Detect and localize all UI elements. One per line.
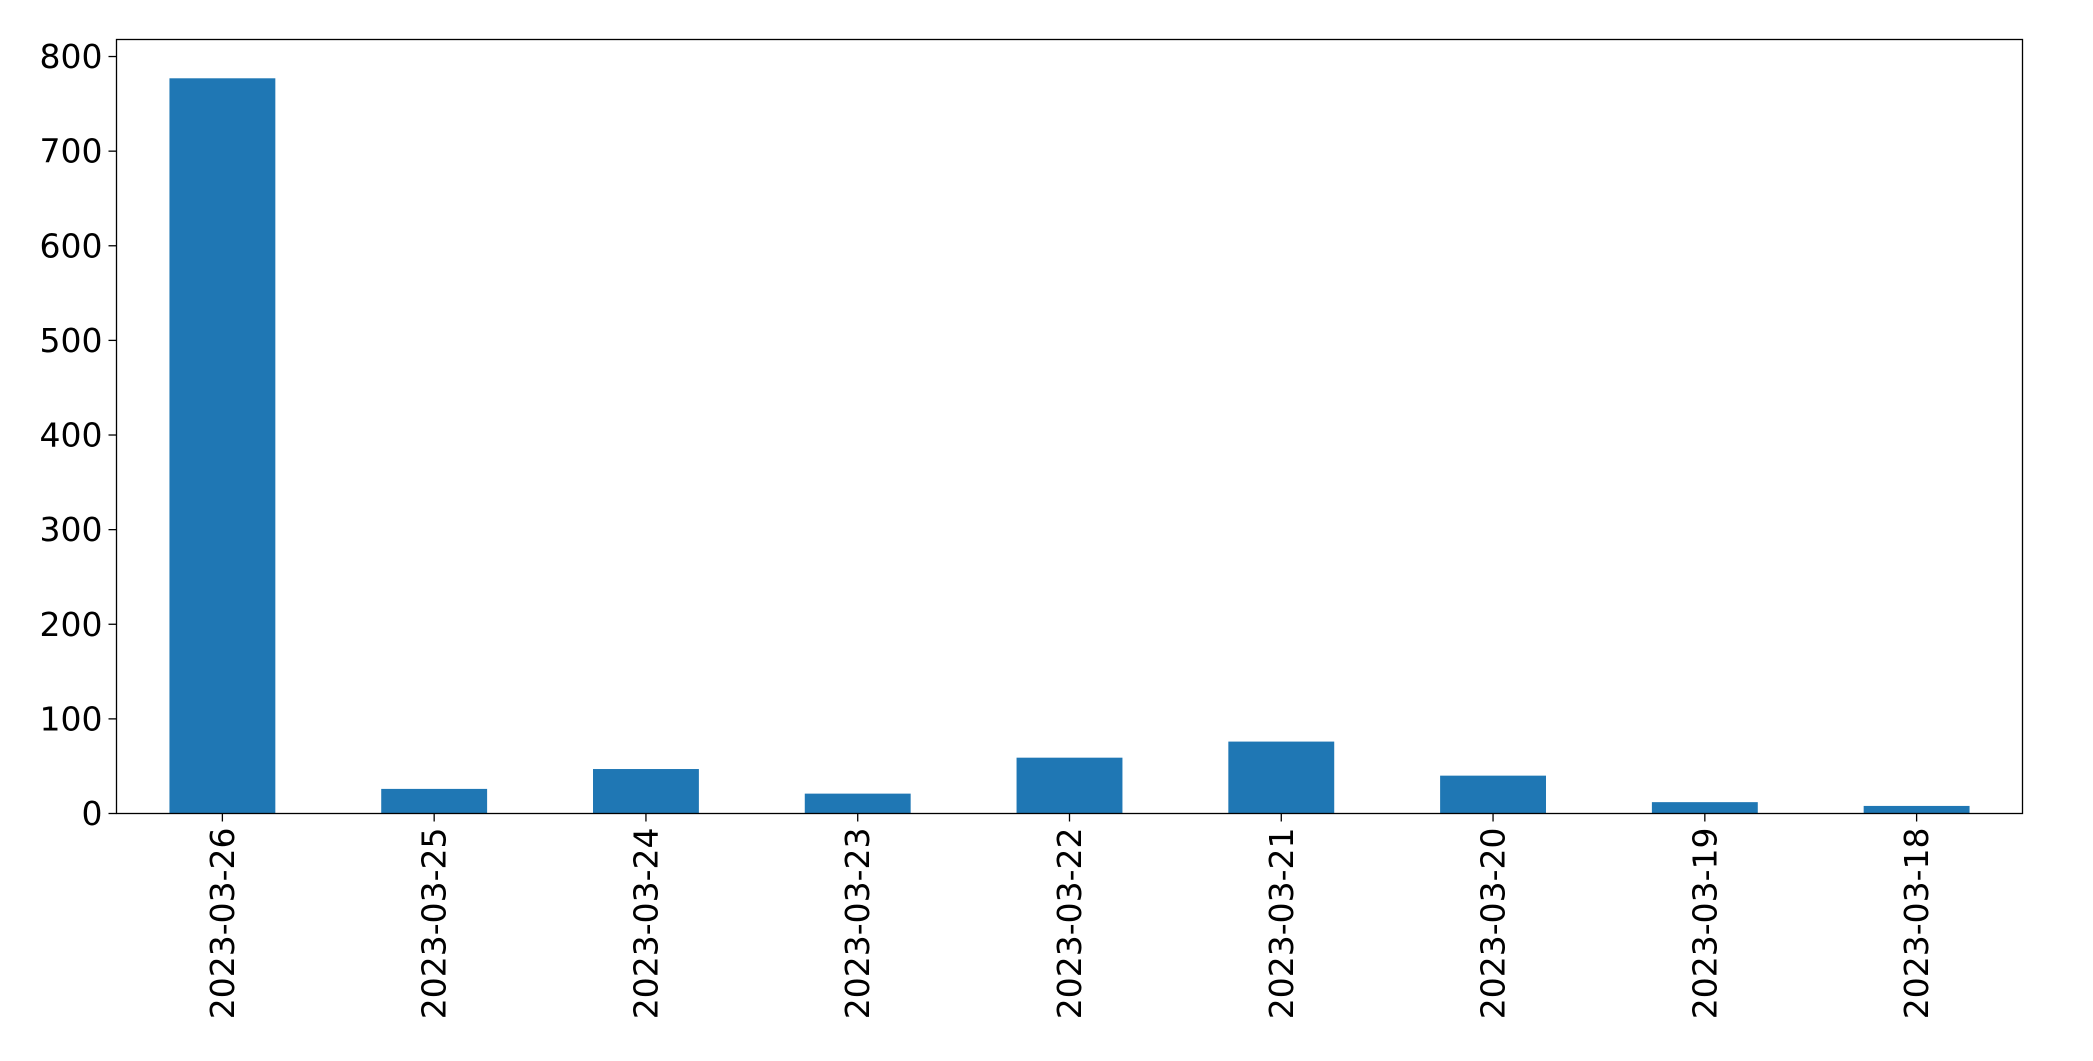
bars-group	[169, 78, 1970, 814]
x-tick-label-2023-03-18: 2023-03-18	[1897, 828, 1936, 1020]
y-tick-label-500: 500	[40, 321, 103, 360]
bar-2023-03-24	[593, 769, 699, 814]
bar-2023-03-26	[169, 78, 276, 814]
bar-2023-03-23	[804, 793, 911, 814]
x-tick-label-2023-03-25: 2023-03-25	[415, 828, 454, 1020]
x-tick-label-2023-03-20: 2023-03-20	[1474, 828, 1513, 1020]
x-tick-label-2023-03-19: 2023-03-19	[1685, 828, 1724, 1020]
y-tick-label-0: 0	[82, 794, 103, 833]
bar-2023-03-25	[381, 788, 488, 814]
y-tick-label-400: 400	[40, 416, 103, 455]
bar-2023-03-19	[1651, 802, 1758, 814]
y-tick-label-300: 300	[40, 510, 103, 549]
bar-2023-03-18	[1863, 805, 1970, 814]
x-tick-label-2023-03-26: 2023-03-26	[203, 828, 242, 1020]
bar-2023-03-22	[1016, 757, 1123, 814]
bar-2023-03-20	[1440, 775, 1546, 814]
plot-frame	[115, 38, 2024, 815]
x-axis: 2023-03-26 2023-03-25 2023-03-24 2023-03-23…	[203, 813, 1936, 1020]
y-tick-label-600: 600	[40, 226, 103, 265]
x-tick-label-2023-03-22: 2023-03-22	[1050, 828, 1089, 1020]
y-tick-label-200: 200	[40, 605, 103, 644]
x-tick-label-2023-03-24: 2023-03-24	[626, 828, 665, 1020]
y-tick-label-700: 700	[40, 132, 103, 171]
y-tick-label-800: 800	[40, 37, 103, 76]
bar-2023-03-21	[1228, 741, 1335, 814]
x-tick-label-2023-03-21: 2023-03-21	[1262, 828, 1301, 1020]
y-axis: 0 100 200 300 400 500 600 700 800	[40, 37, 117, 833]
y-tick-label-100: 100	[40, 699, 103, 738]
x-tick-label-2023-03-23: 2023-03-23	[838, 828, 877, 1020]
